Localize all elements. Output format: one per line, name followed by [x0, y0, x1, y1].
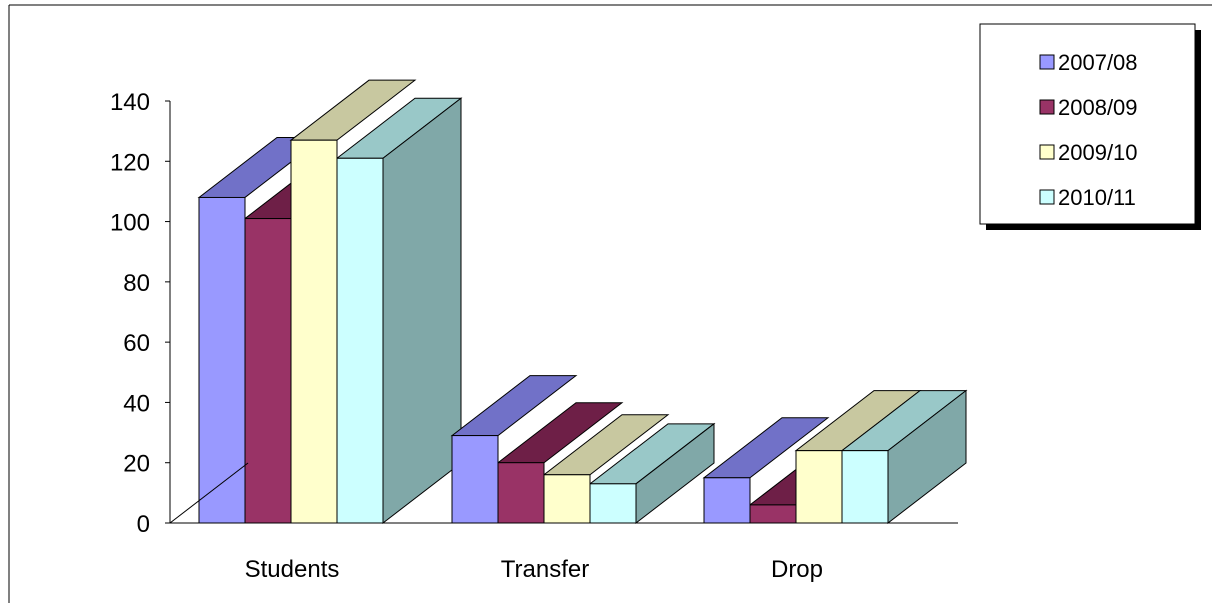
y-tick-label: 40	[123, 390, 150, 417]
bar-2009-10	[290, 139, 338, 524]
y-tick-label: 0	[137, 511, 150, 538]
legend-box	[979, 23, 1196, 225]
legend-label: 2010/11	[1058, 185, 1136, 210]
y-axis: 0 20 40 60 80 100 120 140	[110, 89, 171, 538]
bar-2008-09	[497, 462, 545, 524]
y-tick-label: 120	[110, 149, 150, 176]
y-tick-label: 100	[110, 210, 150, 237]
bar-2010-11	[841, 450, 889, 524]
chart-border	[8, 4, 1212, 603]
bar-2010-11	[336, 157, 384, 524]
bar-2007-08	[451, 435, 499, 524]
bar-2007-08	[703, 477, 751, 524]
legend-swatch	[1039, 54, 1055, 70]
legend-label: 2007/08	[1058, 50, 1138, 75]
floor-depth-line	[169, 462, 249, 524]
bar-2008-09	[749, 504, 797, 524]
bar-2009-10	[795, 450, 843, 524]
bar-group	[197, 79, 463, 525]
y-tick-label: 140	[110, 89, 150, 116]
legend-swatch	[1039, 144, 1055, 160]
legend-swatch	[1039, 99, 1055, 115]
category-label: Students	[245, 556, 340, 583]
bar-2009-10	[543, 474, 591, 524]
bar-group	[702, 389, 968, 525]
legend: 2007/08 2008/09 2009/10 2010/11	[979, 23, 1201, 230]
legend-label: 2008/09	[1058, 95, 1138, 120]
legend-swatch	[1039, 189, 1055, 205]
category-label: Drop	[771, 556, 823, 583]
y-tick-label: 80	[123, 270, 150, 297]
bar-2008-09	[244, 218, 292, 524]
category-label: Transfer	[501, 556, 589, 583]
x-axis: Students Transfer Drop	[169, 462, 958, 583]
bar-2007-08	[198, 196, 246, 524]
legend-label: 2009/10	[1058, 140, 1138, 165]
y-tick-label: 20	[123, 451, 150, 478]
bar-side	[382, 97, 462, 525]
bar-group	[450, 375, 716, 525]
bar-2010-11	[589, 483, 637, 524]
y-tick-label: 60	[123, 330, 150, 357]
plot-area	[197, 79, 968, 525]
